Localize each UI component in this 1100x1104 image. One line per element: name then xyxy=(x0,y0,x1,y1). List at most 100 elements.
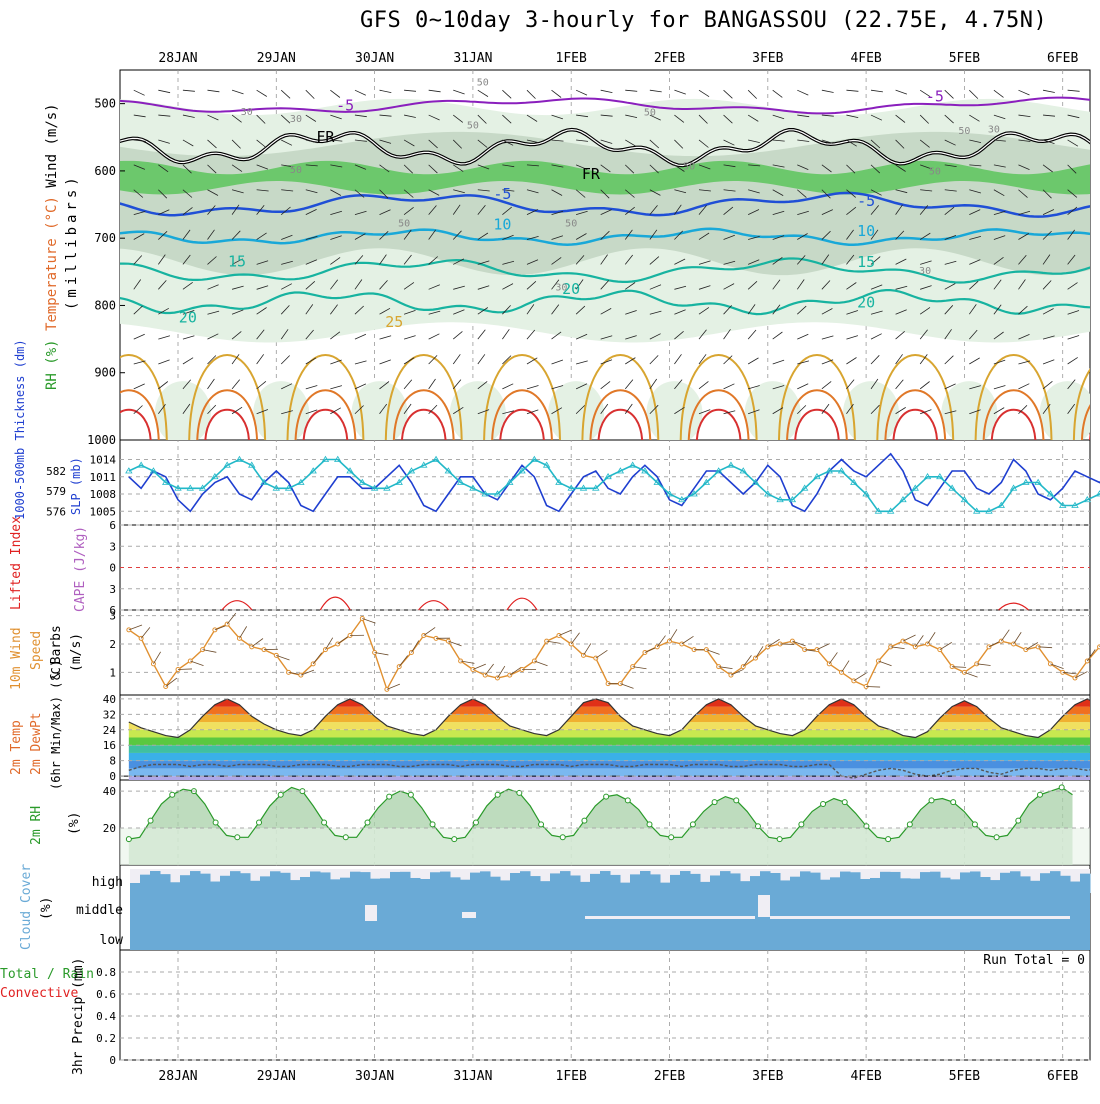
wind-barb xyxy=(355,334,366,339)
wind-barb xyxy=(257,90,267,96)
rh-plot xyxy=(120,785,1090,865)
temp-band xyxy=(120,738,1090,746)
wind-barb xyxy=(650,90,662,92)
cloud-high-bar xyxy=(850,872,861,893)
cloud-middle-gap-2 xyxy=(770,916,1070,919)
rh-marker xyxy=(625,798,630,803)
wind-barb xyxy=(527,90,536,98)
wind-barb xyxy=(306,358,316,364)
wind-barb xyxy=(453,354,460,364)
lifted-index-bump xyxy=(507,598,537,610)
cloud-high-bar xyxy=(900,878,911,893)
wind-barb xyxy=(183,90,195,91)
cloud-high-bar xyxy=(800,871,811,893)
wind10m-barb xyxy=(878,661,891,666)
temp-ytick: 8 xyxy=(109,755,116,768)
rh-marker xyxy=(170,792,175,797)
wind-barb xyxy=(625,90,637,91)
wind-ylabel-1: 10m Wind xyxy=(9,627,24,690)
wind-barb xyxy=(207,379,214,389)
cloud-high-bar xyxy=(660,883,671,893)
wind-barb xyxy=(994,386,1006,389)
wind-barb xyxy=(404,380,412,389)
cloud-high-bar xyxy=(540,881,551,893)
wind10m-barb xyxy=(620,684,633,689)
rh-marker xyxy=(929,798,934,803)
cloud-row-label: middle xyxy=(76,903,123,918)
rh-marker xyxy=(278,792,283,797)
wind-barb xyxy=(896,331,905,339)
cloud-high-bar xyxy=(610,875,621,893)
rh-label: 50 xyxy=(398,219,410,230)
rh-marker xyxy=(604,794,609,799)
cloud-gap xyxy=(462,912,476,918)
cloud-high-bar xyxy=(400,872,411,893)
cloud-high-bar xyxy=(1010,871,1021,893)
wind-barb xyxy=(330,386,342,389)
panel-frame-precip xyxy=(120,950,1090,1060)
contour-label: 10 xyxy=(857,222,875,240)
cloud-high-bar xyxy=(390,872,401,893)
run-total: Run Total = 0 xyxy=(983,953,1085,968)
cloud-high-bar xyxy=(460,880,471,893)
wind-barb xyxy=(281,90,290,98)
cloud-high-bar xyxy=(910,879,921,893)
date-label-top: 2FEB xyxy=(654,51,685,66)
upper-ylabel-text: RH (%) Temperature (°C) Wind (m/s) xyxy=(44,103,60,390)
wind-barb xyxy=(502,90,511,98)
rh-ytick: 40 xyxy=(103,785,116,798)
rh-marker xyxy=(799,822,804,827)
cloud-high-bar xyxy=(170,882,181,893)
cloud-gap xyxy=(758,895,770,917)
slp-ytick: 1014 xyxy=(90,454,117,467)
wind-barb xyxy=(429,379,436,389)
wind-barb xyxy=(871,334,882,339)
cloud-high-bar xyxy=(1040,873,1051,893)
cloud-high-bar xyxy=(720,871,731,893)
cloud-high-bar xyxy=(630,874,641,893)
wind-barb xyxy=(724,90,733,98)
rh-label: 30 xyxy=(988,125,1000,136)
cloud-high-bar xyxy=(1060,876,1071,893)
wind-barb xyxy=(650,379,657,389)
rh-label: 50 xyxy=(958,126,970,137)
cloud-ylabel-2: (%) xyxy=(39,897,54,920)
wind10m-barb xyxy=(829,652,837,663)
upper-ytick: 1000 xyxy=(87,433,116,447)
slp-ytick: 1008 xyxy=(90,488,117,501)
cloud-high-bar xyxy=(180,875,191,893)
rh-marker xyxy=(322,820,327,825)
rh-marker xyxy=(235,835,240,840)
wind-barb xyxy=(601,381,610,388)
rh-label: 30 xyxy=(919,266,931,277)
wind10m-barb xyxy=(928,632,936,644)
wind-barb xyxy=(969,358,979,364)
contour-label: -5 xyxy=(493,185,511,203)
wind-barb xyxy=(1092,140,1100,148)
rh-label: 50 xyxy=(683,162,695,173)
wind-barb xyxy=(601,90,613,92)
cloud-high-bar xyxy=(470,873,481,893)
wind-barb xyxy=(822,381,831,388)
rh-marker xyxy=(257,820,262,825)
wind-barb xyxy=(232,380,240,389)
cloud-high-bar xyxy=(210,882,221,893)
li-ytick: 0 xyxy=(109,562,116,575)
cloud-gap xyxy=(365,905,377,921)
date-label-top: 31JAN xyxy=(453,51,492,66)
cloud-high-bar xyxy=(590,874,601,893)
wind10m-barb xyxy=(129,625,142,630)
rh-ylabel-1: 2m RH xyxy=(29,806,44,845)
rh-marker xyxy=(387,794,392,799)
contour-label: 25 xyxy=(385,313,403,331)
cloud-high-bar xyxy=(250,881,261,893)
cloud-high-bar xyxy=(1080,874,1091,893)
precip-ytick: 0.2 xyxy=(96,1032,116,1045)
wind-barb xyxy=(1068,336,1079,340)
rh-marker xyxy=(821,802,826,807)
rh-marker xyxy=(734,798,739,803)
contour-label: 20 xyxy=(857,293,875,311)
wind-barb xyxy=(404,336,416,339)
rh-marker xyxy=(777,837,782,842)
